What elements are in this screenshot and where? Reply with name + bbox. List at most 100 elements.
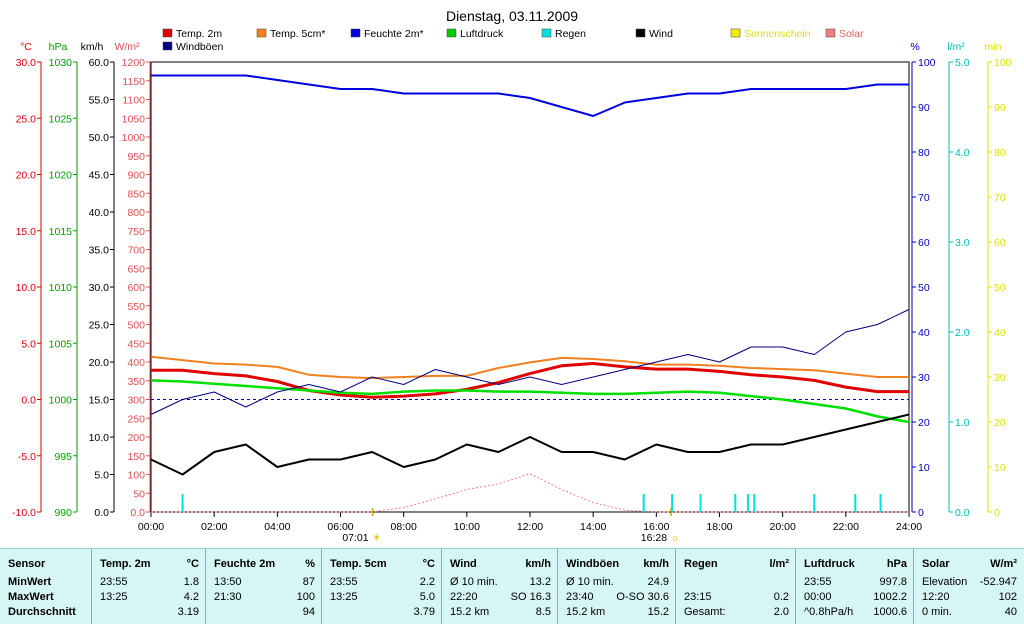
stats-cell-value: SO 16.3 (510, 591, 551, 603)
stats-cell-time: 23:55 (330, 576, 358, 588)
stats-header-sensor: Sensor (8, 558, 46, 570)
series-line-windb-en (150, 309, 910, 415)
series-line-temp-5cm- (150, 355, 909, 380)
stats-cell-value: 3.79 (413, 606, 435, 618)
tick-label-solar: 100 (127, 470, 145, 482)
tick-label-hum: 90 (918, 102, 930, 114)
tick-label-press: 1015 (49, 226, 73, 238)
tick-label-hum: 0 (918, 507, 924, 519)
axis-unit-sun: min (985, 41, 1002, 53)
stats-cell-value: 2.0 (773, 606, 789, 618)
tick-label-press: 990 (54, 507, 72, 519)
stats-unit-wind: km/h (525, 558, 551, 570)
axis-unit-press: hPa (49, 41, 68, 53)
stats-header-wind: Wind (450, 558, 477, 570)
legend-label: Temp. 2m (176, 28, 222, 40)
tick-label-time: 10:00 (454, 521, 480, 533)
series-line-feuchte-2m- (151, 74, 909, 117)
tick-label-solar: 1000 (122, 132, 146, 144)
tick-label-temp: 30.0 (16, 57, 37, 69)
rain-bar (753, 494, 756, 512)
tick-label-solar: 150 (127, 451, 145, 463)
stats-cell-value: 8.5 (535, 606, 551, 618)
rain-bar (671, 494, 674, 512)
stats-panel-hum: Feuchte 2m% 13:50 87 21:30 100 94 (206, 549, 322, 624)
tick-label-sun: 60 (994, 237, 1006, 249)
rain-bar (746, 494, 749, 512)
stats-cell-value: O-SO 30.6 (616, 591, 669, 603)
tick-label-rain: 2.0 (955, 327, 970, 339)
stats-header-press: Luftdruck (804, 558, 855, 570)
tick-label-solar: 350 (127, 376, 145, 388)
tick-label-rain: 4.0 (955, 147, 970, 159)
tick-label-wind: 0.0 (94, 507, 109, 519)
stats-cell-time: ^0.8hPa/h (804, 606, 854, 618)
tick-label-solar: 1150 (122, 76, 145, 88)
tick-label-solar: 200 (127, 432, 145, 444)
sunrise-time-label: 07:01 (342, 532, 368, 544)
stats-cell-value: 40 (1004, 606, 1017, 618)
tick-label-time: 16:00 (643, 521, 669, 533)
sunrise-icon: ☀ (372, 532, 381, 544)
legend-swatch (162, 28, 173, 38)
stats-cell-value: 102 (998, 591, 1017, 603)
stats-cell-value: 0.2 (773, 591, 789, 603)
stats-header-gust: Windböen (566, 558, 620, 570)
statistics-table: Sensor MinWert MaxWert Durchschnitt Temp. 2m… (0, 548, 1024, 624)
legend-label: Regen (555, 28, 586, 40)
tick-label-wind: 45.0 (89, 170, 110, 182)
stats-cell-time: Elevation (922, 576, 968, 588)
tick-label-sun: 70 (994, 192, 1006, 204)
tick-label-rain: 3.0 (955, 237, 970, 249)
tick-label-solar: 1100 (122, 95, 145, 107)
stats-cell-value: 15.2 (647, 606, 669, 618)
tick-label-solar: 250 (127, 413, 145, 425)
stats-header-solar: Solar (922, 558, 950, 570)
stats-unit-rain: l/m² (769, 558, 789, 570)
stats-cell-value: 5.0 (419, 591, 435, 603)
rain-bar (699, 494, 702, 512)
tick-label-press: 1000 (49, 395, 73, 407)
tick-label-temp: 10.0 (16, 282, 37, 294)
stats-cell-value: 3.19 (177, 606, 199, 618)
tick-label-hum: 50 (918, 282, 930, 294)
stats-unit-temp5: °C (422, 558, 435, 570)
chart-axes: °C hPa km/h W/m²% l/m² min 30.0 25.0 20.0 15.0 10.… (12, 41, 1012, 544)
legend-swatch (730, 28, 741, 38)
stats-header-hum: Feuchte 2m (214, 558, 276, 570)
stats-cell-time: Gesamt: (684, 606, 726, 618)
stats-cell-time: 13:50 (214, 576, 242, 588)
tick-label-time: 04:00 (264, 521, 290, 533)
rain-bar (181, 494, 184, 512)
tick-label-wind: 60.0 (89, 57, 110, 69)
series-line-luftdruck (150, 379, 910, 424)
chart-series (150, 74, 910, 513)
stats-unit-solar: W/m² (990, 558, 1017, 570)
series-line-temp-2m (151, 362, 909, 399)
tick-label-sun: 40 (994, 327, 1006, 339)
tick-label-wind: 40.0 (89, 207, 110, 219)
stats-cell-value: 4.2 (183, 591, 199, 603)
stats-header-rain: Regen (684, 558, 718, 570)
tick-label-sun: 30 (994, 372, 1006, 384)
stats-cell-value: -52.947 (979, 576, 1017, 588)
stats-cell-time: 23:15 (684, 591, 712, 603)
tick-label-temp: -5.0 (18, 451, 36, 463)
stats-cell-value: 997.8 (879, 576, 907, 588)
stats-cell-value: 24.9 (647, 576, 669, 588)
stats-cell-time: Ø 10 min. (450, 576, 498, 588)
stats-header-temp2m: Temp. 2m (100, 558, 151, 570)
tick-label-temp: 0.0 (21, 395, 36, 407)
tick-label-press: 995 (54, 451, 72, 463)
tick-label-rain: 1.0 (955, 417, 970, 429)
stats-row-label: Durchschnitt (8, 606, 76, 618)
axis-unit-rain: l/m² (947, 41, 965, 53)
stats-panel-wind: Wind km/h Ø 10 min. 13.2 22:20 SO 16.3 15.2 km… (442, 549, 558, 624)
tick-label-sun: 90 (994, 102, 1006, 114)
stats-panel-gust: Windböen km/h Ø 10 min. 24.9 23:40 O-SO 30.6 1… (558, 549, 676, 624)
legend-label: Temp. 5cm* (270, 28, 325, 40)
tick-label-solar: 400 (127, 357, 145, 369)
tick-label-solar: 700 (127, 245, 145, 257)
tick-label-press: 1010 (49, 282, 73, 294)
chart-title: Dienstag, 03.11.2009 (446, 8, 578, 24)
